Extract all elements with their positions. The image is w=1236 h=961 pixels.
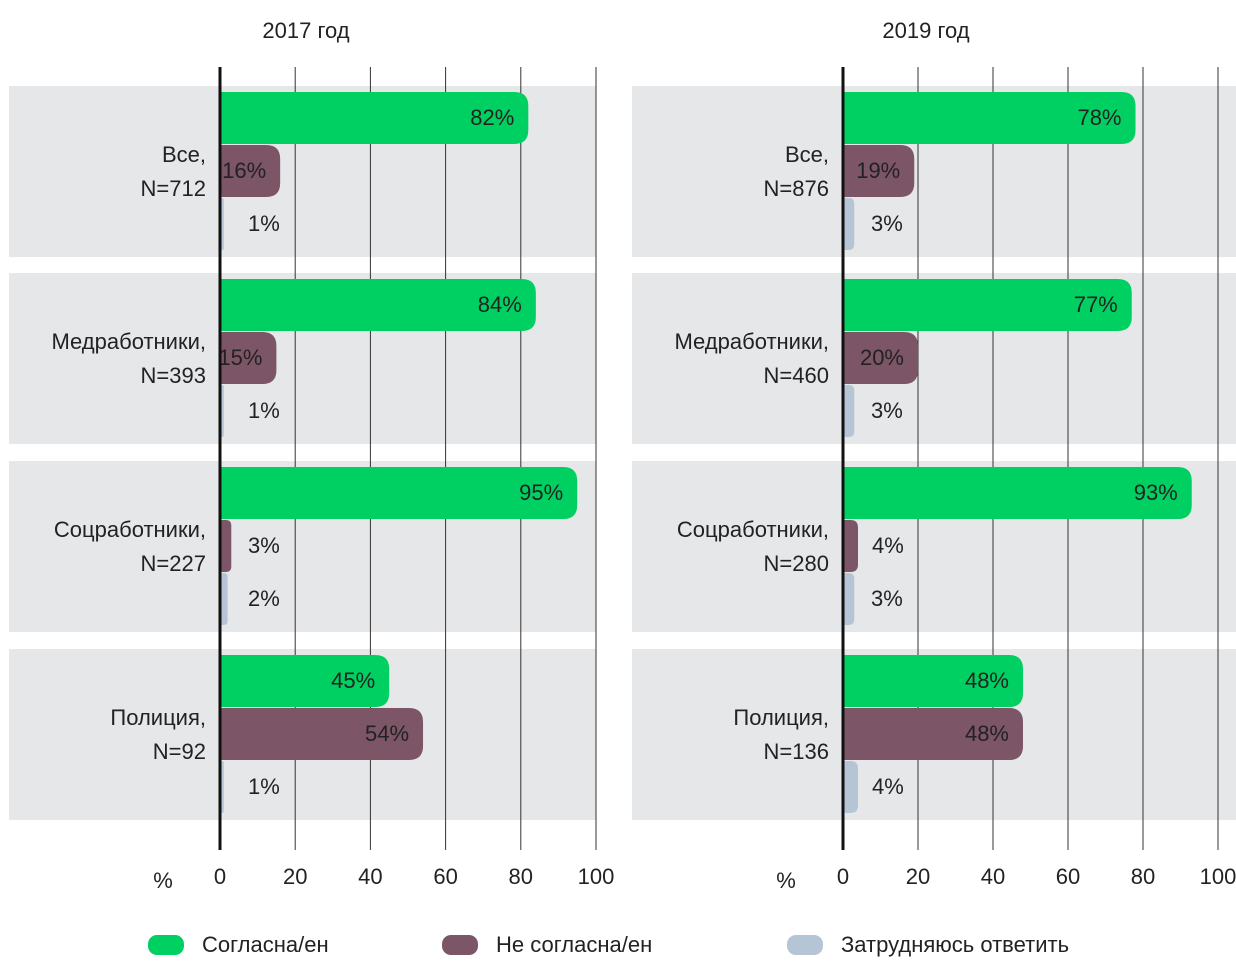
bar [843, 520, 858, 572]
value-label: 4% [872, 774, 904, 799]
value-label: 2% [248, 586, 280, 611]
category-label: Медработники, N=393 [9, 273, 206, 444]
value-label: 1% [248, 398, 280, 423]
legend-swatch [148, 935, 184, 955]
value-label: 3% [871, 211, 903, 236]
category-label-box: Соцработники, N=227 [9, 461, 206, 632]
category-label: Соцработники, N=227 [9, 461, 206, 632]
x-tick-label: 100 [578, 864, 615, 889]
value-label: 19% [856, 158, 900, 183]
value-label: 3% [871, 398, 903, 423]
value-label: 82% [470, 105, 514, 130]
bar [843, 761, 858, 813]
value-label: 4% [872, 533, 904, 558]
value-label: 1% [248, 774, 280, 799]
x-tick-label: 80 [509, 864, 533, 889]
bar [843, 573, 854, 625]
value-label: 93% [1134, 480, 1178, 505]
value-label: 95% [519, 480, 563, 505]
category-label-box: Все, N=712 [9, 86, 206, 257]
value-label: 45% [331, 668, 375, 693]
value-label: 16% [222, 158, 266, 183]
legend-swatch [442, 935, 478, 955]
bar [843, 198, 854, 250]
x-tick-label: 40 [981, 864, 1005, 889]
value-label: 48% [965, 721, 1009, 746]
value-label: 48% [965, 668, 1009, 693]
category-label-box: Все, N=876 [632, 86, 829, 257]
value-label: 20% [860, 345, 904, 370]
x-axis-label: % [776, 868, 796, 893]
legend-label: Затрудняюсь ответить [841, 932, 1069, 957]
legend-label: Согласна/ен [202, 932, 329, 957]
category-label-box: Полиция, N=92 [9, 649, 206, 820]
category-label-box: Полиция, N=136 [632, 649, 829, 820]
x-tick-label: 20 [283, 864, 307, 889]
category-label-box: Соцработники, N=280 [632, 461, 829, 632]
value-label: 77% [1074, 292, 1118, 317]
value-label: 3% [248, 533, 280, 558]
value-label: 78% [1077, 105, 1121, 130]
x-tick-label: 0 [214, 864, 226, 889]
legend-swatch [787, 935, 823, 955]
value-label: 1% [248, 211, 280, 236]
value-label: 15% [218, 345, 262, 370]
category-label-box: Медработники, N=393 [9, 273, 206, 444]
category-label: Полиция, N=92 [9, 649, 206, 820]
chart-title: 2017 год [262, 18, 349, 43]
x-tick-label: 60 [1056, 864, 1080, 889]
x-tick-label: 0 [837, 864, 849, 889]
category-label: Соцработники, N=280 [632, 461, 829, 632]
category-label: Все, N=876 [632, 86, 829, 257]
bar [220, 520, 231, 572]
value-label: 3% [871, 586, 903, 611]
value-label: 54% [365, 721, 409, 746]
chart-title: 2019 год [882, 18, 969, 43]
category-label: Медработники, N=460 [632, 273, 829, 444]
x-tick-label: 60 [433, 864, 457, 889]
x-tick-label: 20 [906, 864, 930, 889]
category-label-box: Медработники, N=460 [632, 273, 829, 444]
bar [843, 385, 854, 437]
x-axis-label: % [153, 868, 173, 893]
category-label: Все, N=712 [9, 86, 206, 257]
legend-label: Не согласна/ен [496, 932, 652, 957]
chart: 2017 год 0 20 40 60 80 100% Все, N=712 82% 16% 1% М… [0, 0, 1236, 961]
x-tick-label: 100 [1200, 864, 1236, 889]
x-tick-label: 40 [358, 864, 382, 889]
category-label: Полиция, N=136 [632, 649, 829, 820]
x-tick-label: 80 [1131, 864, 1155, 889]
value-label: 84% [478, 292, 522, 317]
